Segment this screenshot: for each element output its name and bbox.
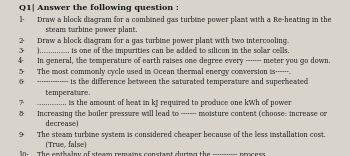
Text: Draw a block diagram for a gas turbine power plant with two intercooling.: Draw a block diagram for a gas turbine p… bbox=[37, 37, 289, 44]
Text: 1-: 1- bbox=[18, 16, 25, 24]
Text: 4-: 4- bbox=[18, 57, 25, 65]
Text: The most commonly cycle used in Ocean thermal energy conversion is------.: The most commonly cycle used in Ocean th… bbox=[37, 68, 291, 76]
Text: decrease): decrease) bbox=[37, 120, 78, 128]
Text: The steam turbine system is considered cheaper because of the less installation : The steam turbine system is considered c… bbox=[37, 131, 326, 139]
Text: 5-: 5- bbox=[18, 68, 25, 76]
Text: Increasing the boiler pressure will lead to ------- moisture content (choose: in: Increasing the boiler pressure will lead… bbox=[37, 110, 327, 118]
Text: Draw a block diagram for a combined gas turbine power plant with a Re-heating in: Draw a block diagram for a combined gas … bbox=[37, 16, 331, 24]
Text: The enthalpy of steam remains constant during the ----------- process.: The enthalpy of steam remains constant d… bbox=[37, 151, 267, 156]
Text: 10-: 10- bbox=[18, 151, 29, 156]
Text: steam turbine power plant.: steam turbine power plant. bbox=[37, 26, 137, 34]
Text: (True, false): (True, false) bbox=[37, 141, 86, 149]
Text: In general, the temperature of earth raises one degree every ------- meter you g: In general, the temperature of earth rai… bbox=[37, 57, 330, 65]
Text: 6-: 6- bbox=[18, 78, 25, 86]
Text: 9-: 9- bbox=[18, 131, 25, 139]
Text: 7-: 7- bbox=[18, 99, 25, 107]
Text: 8-: 8- bbox=[18, 110, 25, 118]
Text: ).............. is one of the impurities can be added to silicon in the solar ce: ).............. is one of the impurities… bbox=[37, 47, 289, 55]
Text: Q1| Answer the following question :: Q1| Answer the following question : bbox=[19, 4, 179, 12]
Text: -------------- is the difference between the saturated temperature and superheat: -------------- is the difference between… bbox=[37, 78, 308, 86]
Text: 3-: 3- bbox=[18, 47, 25, 55]
Text: temperature.: temperature. bbox=[37, 89, 90, 97]
Text: 2-: 2- bbox=[18, 37, 25, 44]
Text: .............. is the amount of heat in kJ required to produce one kWh of power: .............. is the amount of heat in … bbox=[37, 99, 291, 107]
